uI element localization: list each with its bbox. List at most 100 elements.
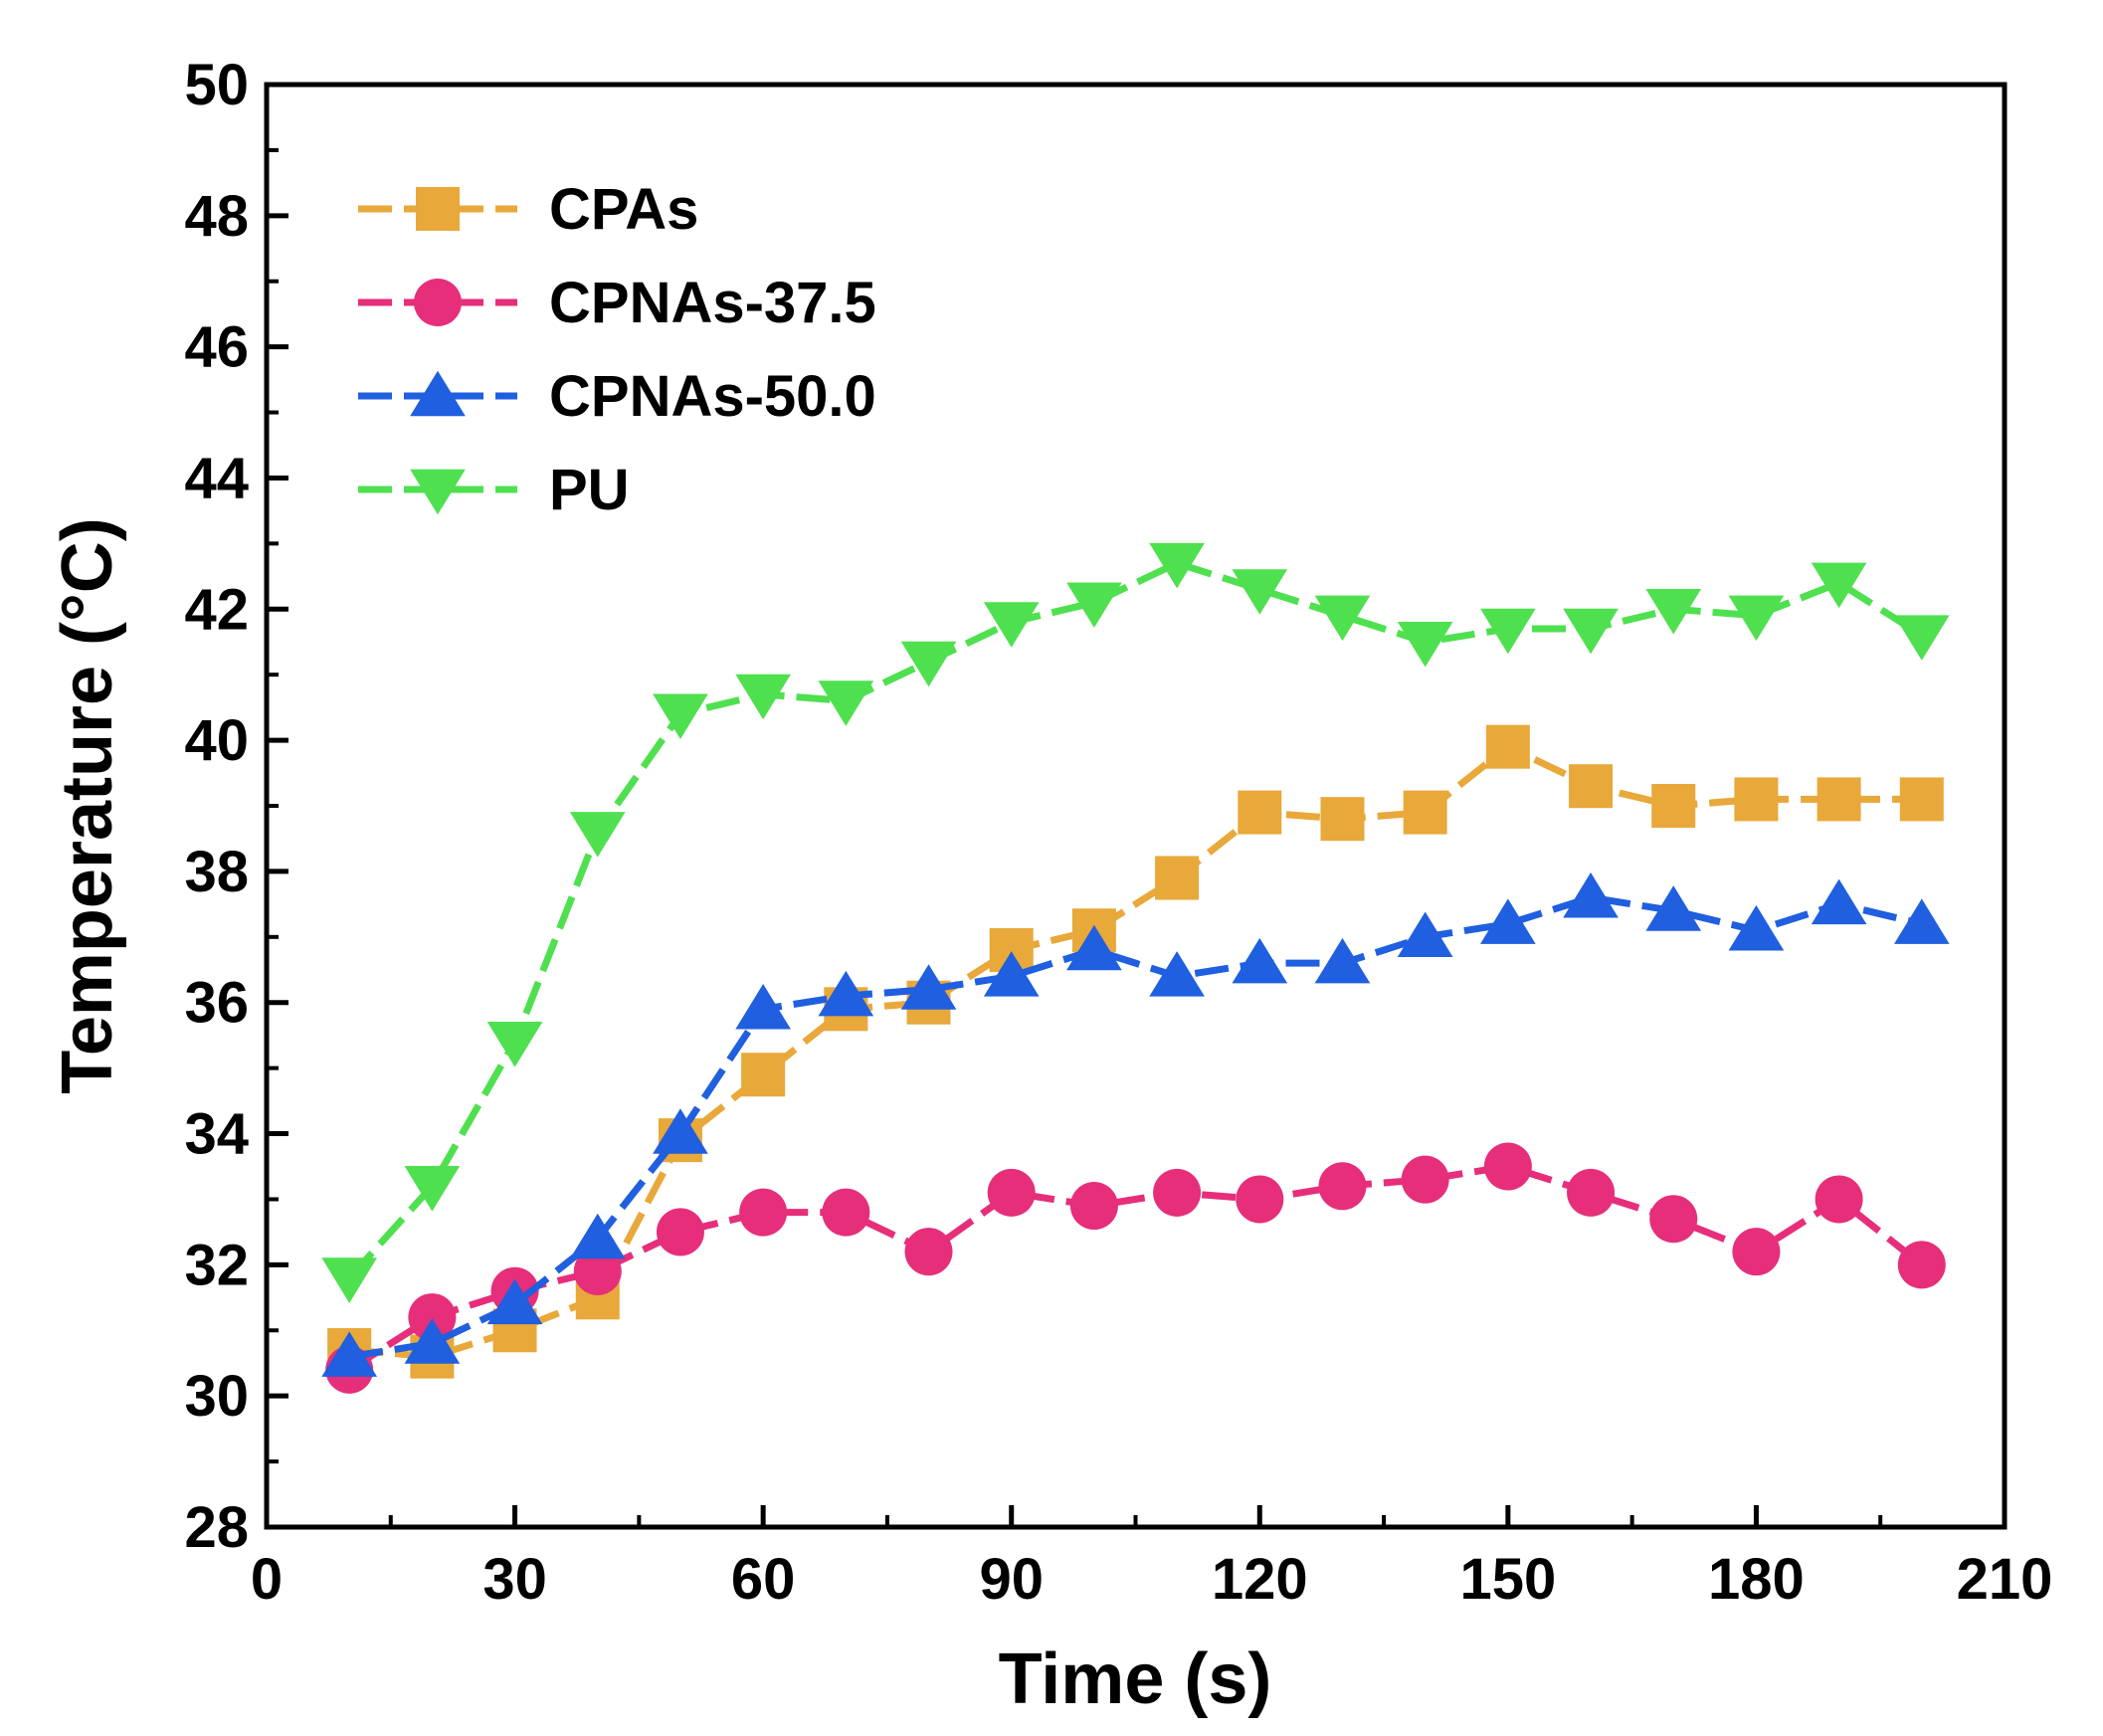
data-point-cpnas-37-5 [1069, 1182, 1118, 1231]
data-point-pu [1728, 595, 1785, 642]
data-point-pu [1149, 542, 1205, 589]
data-point-cpnas-50-0 [321, 1331, 378, 1377]
data-point-pu [1645, 589, 1702, 635]
x-tick-label: 60 [731, 1547, 796, 1612]
series-layer [321, 542, 1950, 1394]
legend-entry-pu: PU [358, 458, 630, 522]
data-point-pu [404, 1166, 461, 1212]
data-point-cpas [1734, 777, 1779, 822]
legend-entry-cpas: CPAs [358, 177, 698, 242]
y-tick-label: 42 [184, 577, 249, 642]
data-point-cpas [1155, 856, 1200, 900]
y-tick-label: 48 [184, 184, 249, 249]
x-tick-label: 0 [251, 1547, 283, 1612]
x-tick-label: 180 [1708, 1547, 1805, 1612]
x-tick-label: 90 [979, 1547, 1044, 1612]
x-axis-title: Time (s) [999, 1640, 1272, 1719]
data-point-cpnas-37-5 [1483, 1142, 1532, 1191]
legend-marker [410, 469, 466, 515]
x-tick-label: 30 [482, 1547, 547, 1612]
data-point-cpnas-50-0 [1149, 951, 1205, 997]
data-point-cpnas-37-5 [1401, 1155, 1449, 1204]
series-cpnas-37-5 [325, 1142, 1946, 1394]
data-point-cpnas-50-0 [818, 970, 874, 1017]
data-point-cpas [1816, 777, 1861, 822]
data-point-pu [1232, 569, 1288, 615]
data-point-pu [818, 680, 874, 726]
data-point-cpnas-37-5 [1649, 1195, 1698, 1244]
y-tick-label: 40 [184, 708, 249, 773]
data-point-cpnas-37-5 [1732, 1228, 1781, 1276]
data-point-pu [1066, 582, 1122, 628]
legend: CPAs CPNAs-37.5 CPNAs-50.0 PU [358, 177, 876, 522]
data-point-cpnas-50-0 [1480, 898, 1536, 944]
data-point-cpnas-50-0 [486, 1278, 543, 1325]
legend-label: CPNAs-37.5 [549, 271, 876, 335]
data-point-cpnas-50-0 [653, 1108, 708, 1154]
data-point-cpnas-50-0 [1811, 878, 1867, 925]
data-point-pu [735, 674, 791, 720]
y-tick-label: 50 [184, 53, 249, 117]
data-point-cpnas-50-0 [900, 964, 957, 1010]
data-point-cpas [1485, 724, 1530, 769]
x-tick-label: 210 [1957, 1547, 2053, 1612]
data-point-cpas [1569, 764, 1614, 809]
data-point-cpas [1320, 797, 1365, 842]
data-point-pu [653, 693, 708, 740]
data-point-pu [1480, 608, 1536, 655]
y-tick-label: 46 [184, 315, 249, 380]
data-point-cpnas-50-0 [1232, 937, 1288, 984]
data-point-cpnas-50-0 [1066, 924, 1122, 971]
legend-marker [410, 370, 466, 417]
data-point-cpnas-37-5 [1318, 1162, 1367, 1211]
data-point-pu [1563, 608, 1619, 655]
legend-entry-cpnas-50-0: CPNAs-50.0 [358, 364, 876, 429]
data-point-pu [983, 602, 1040, 648]
data-point-cpnas-37-5 [408, 1293, 457, 1342]
series-pu [321, 542, 1950, 1303]
series-cpnas-50-0 [321, 871, 1950, 1377]
legend-label: CPAs [549, 177, 698, 242]
data-point-cpnas-50-0 [1893, 898, 1950, 944]
data-point-cpnas-50-0 [1728, 904, 1785, 951]
data-point-cpnas-50-0 [1397, 911, 1453, 958]
data-point-cpnas-50-0 [404, 1318, 461, 1364]
data-point-pu [1811, 562, 1867, 609]
data-point-cpas [1899, 777, 1944, 822]
data-point-pu [321, 1257, 378, 1303]
data-point-cpnas-50-0 [983, 951, 1040, 997]
data-point-cpnas-50-0 [1645, 885, 1702, 931]
data-point-pu [1893, 615, 1950, 661]
y-tick-label: 32 [184, 1233, 249, 1297]
data-point-cpnas-50-0 [1563, 871, 1619, 918]
data-point-cpas [741, 1053, 786, 1097]
data-point-pu [900, 641, 957, 687]
y-tick-label: 30 [184, 1364, 249, 1429]
data-point-cpnas-37-5 [1236, 1175, 1284, 1224]
data-point-cpnas-37-5 [739, 1188, 788, 1237]
data-point-cpnas-37-5 [987, 1168, 1036, 1217]
axis-ticks: 0 30 60 90 120 150 180 210 28 30 32 34 36 38 40 42 44 46 4… [184, 53, 2052, 1612]
data-point-cpnas-37-5 [656, 1208, 704, 1256]
data-point-cpas [1238, 790, 1282, 835]
y-tick-label: 36 [184, 971, 249, 1036]
y-axis-title: Temperature (°C) [48, 517, 127, 1094]
data-point-pu [1314, 595, 1371, 642]
data-point-cpnas-50-0 [735, 984, 791, 1030]
legend-label: CPNAs-50.0 [549, 364, 876, 429]
data-point-pu [1397, 621, 1453, 668]
data-point-pu [486, 1022, 543, 1067]
legend-label: PU [549, 458, 630, 522]
y-tick-label: 38 [184, 840, 249, 904]
data-point-cpnas-37-5 [1815, 1175, 1863, 1224]
data-point-cpnas-37-5 [1897, 1241, 1946, 1289]
data-point-cpnas-50-0 [569, 1213, 626, 1259]
x-tick-label: 120 [1212, 1547, 1308, 1612]
x-tick-label: 150 [1459, 1547, 1556, 1612]
data-point-cpnas-37-5 [904, 1228, 953, 1276]
data-point-cpnas-37-5 [1153, 1168, 1202, 1217]
y-tick-label: 28 [184, 1495, 249, 1560]
data-point-cpnas-37-5 [822, 1188, 870, 1237]
data-point-cpas [1403, 790, 1447, 835]
